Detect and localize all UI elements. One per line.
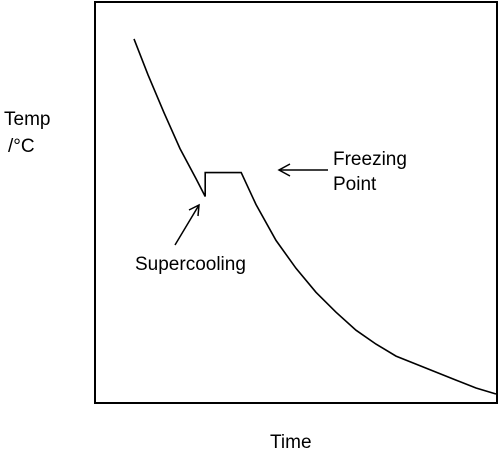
annotation-freezing-point-line2: Point xyxy=(333,174,377,195)
supercooling-arrow xyxy=(174,203,200,246)
plot-frame xyxy=(94,1,498,404)
annotation-supercooling: Supercooling xyxy=(135,254,246,275)
y-axis-label-line2: /°C xyxy=(8,136,35,157)
freezing-point-arrow xyxy=(277,163,328,177)
cooling-curve-line xyxy=(133,38,497,395)
annotation-freezing-point-line1: Freezing xyxy=(333,149,407,170)
x-axis-label: Time xyxy=(270,432,312,453)
y-axis-label-line1: Temp xyxy=(4,109,50,130)
